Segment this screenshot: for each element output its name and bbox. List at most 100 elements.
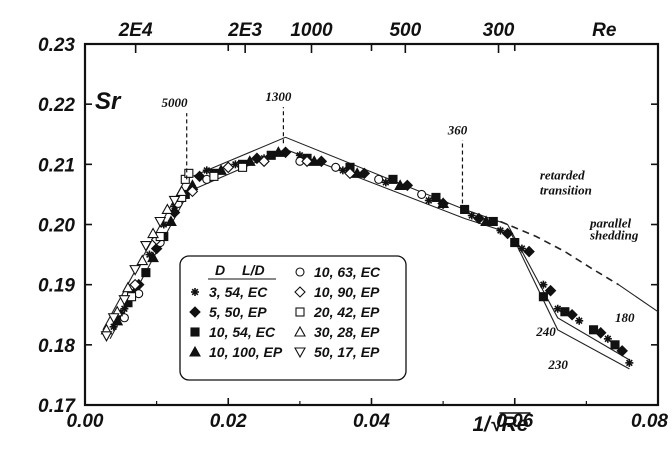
data-point: [388, 174, 398, 184]
legend: D L/D 3, 54, EC 5, 50, EP 10, 54, EC 10, 100,…: [179, 255, 407, 381]
data-point: [184, 168, 194, 178]
x-tick-label: 0.00: [67, 411, 104, 432]
legend-item: 10, 100, EP: [189, 344, 283, 360]
data-point: [544, 284, 557, 297]
data-point: [175, 185, 188, 196]
y-tick-label: 0.21: [38, 155, 75, 176]
data-point: [301, 155, 313, 168]
data-point: [118, 295, 131, 306]
data-point: [344, 167, 356, 180]
legend-item: 50, 17, EP: [294, 344, 380, 360]
annotation: 360: [447, 122, 468, 204]
data-point: [560, 307, 570, 317]
data-point: [193, 170, 206, 183]
annotation: 240: [535, 324, 556, 339]
data-point-stroke: [425, 197, 433, 204]
legend-item: 10, 63, EC: [295, 264, 381, 280]
data-point-stroke: [191, 288, 199, 296]
top-tick-label: 2E4: [118, 20, 153, 41]
data-point: [129, 278, 141, 291]
data-point: [510, 238, 520, 248]
data-point-stroke: [604, 335, 612, 343]
data-point-stroke: [554, 305, 562, 313]
data-point: [394, 179, 407, 190]
legend-item-label: 10, 54, EC: [209, 324, 276, 340]
annotation: transition: [540, 182, 592, 197]
data-point: [295, 267, 305, 277]
annotation: 180: [615, 310, 635, 325]
data-point: [603, 334, 612, 343]
top-axis-label: Re: [592, 20, 617, 41]
data-point-stroke: [146, 251, 153, 258]
series-circle-open: [119, 156, 427, 323]
y-tick-label: 0.23: [38, 35, 75, 56]
legend-item-label: 10, 100, EP: [209, 344, 283, 360]
data-point: [189, 345, 201, 357]
annotation: parallel: [589, 216, 632, 231]
annotation-label: 230: [547, 357, 568, 372]
data-point-stroke: [203, 166, 211, 174]
annotation-label: 5000: [162, 95, 189, 110]
data-point: [294, 325, 306, 337]
annotation: 1300: [265, 89, 292, 144]
data-point: [238, 162, 248, 172]
data-point: [161, 203, 174, 215]
data-point: [147, 251, 159, 263]
annotation: 5000: [162, 95, 189, 180]
data-point: [258, 155, 270, 168]
data-point: [165, 215, 177, 227]
data-point: [501, 227, 514, 240]
legend-item-label: 10, 63, EC: [314, 264, 381, 280]
annotation-label: 1300: [265, 89, 292, 104]
data-point: [202, 166, 211, 175]
annotation: retarded: [540, 167, 585, 182]
legend-item-label: 20, 42, EP: [313, 304, 380, 320]
series-triangle-down-open: [100, 195, 181, 342]
data-point: [190, 327, 200, 337]
axes: 0.00 0.02 0.04 0.06 0.08 0.17 0.18 0.19 0.20 0.21…: [38, 20, 668, 436]
data-point: [460, 204, 470, 215]
legend-item-label: 30, 28, EP: [314, 324, 380, 340]
data-point: [575, 316, 584, 325]
annotation-label: 240: [535, 324, 556, 339]
legend-item-label: 3, 54, EC: [209, 284, 268, 300]
legend-item-label: 10, 90, EP: [314, 284, 380, 300]
data-point-stroke: [382, 178, 390, 186]
top-tick-label: 1000: [290, 20, 333, 41]
data-point: [523, 245, 535, 258]
y-tick-label: 0.20: [38, 216, 75, 237]
legend-item: 3, 54, EC: [191, 284, 268, 300]
data-point: [538, 292, 548, 302]
data-point: [272, 146, 285, 157]
data-point-stroke: [232, 160, 239, 168]
x-tick-label: 0.02: [210, 411, 247, 432]
data-point: [222, 161, 235, 174]
data-point: [191, 288, 199, 296]
y-axis-label: Sr: [95, 88, 122, 115]
data-point: [417, 189, 427, 199]
legend-box: [179, 255, 407, 381]
data-point: [496, 226, 505, 235]
data-point: [100, 331, 113, 342]
annotation-label: retarded: [540, 167, 585, 182]
annotation-label: transition: [540, 182, 592, 197]
data-point: [243, 155, 256, 166]
fit-curve-dashed: [500, 220, 620, 286]
legend-item: 30, 28, EP: [294, 324, 380, 340]
legend-item-label: 5, 50, EP: [209, 304, 267, 320]
data-point: [122, 281, 134, 293]
data-point: [431, 192, 441, 202]
data-point-stroke: [575, 317, 583, 325]
data-point: [517, 244, 526, 253]
legend-item: 5, 50, EP: [189, 304, 267, 320]
data-point: [294, 286, 306, 298]
data-point: [381, 178, 390, 187]
annotation: shedding: [589, 228, 639, 243]
data-point: [189, 306, 201, 318]
y-tick-label: 0.17: [38, 396, 76, 417]
data-point: [215, 164, 228, 175]
data-points: [100, 146, 634, 367]
y-tick-label: 0.22: [38, 95, 75, 116]
annotation-label: shedding: [589, 228, 639, 243]
